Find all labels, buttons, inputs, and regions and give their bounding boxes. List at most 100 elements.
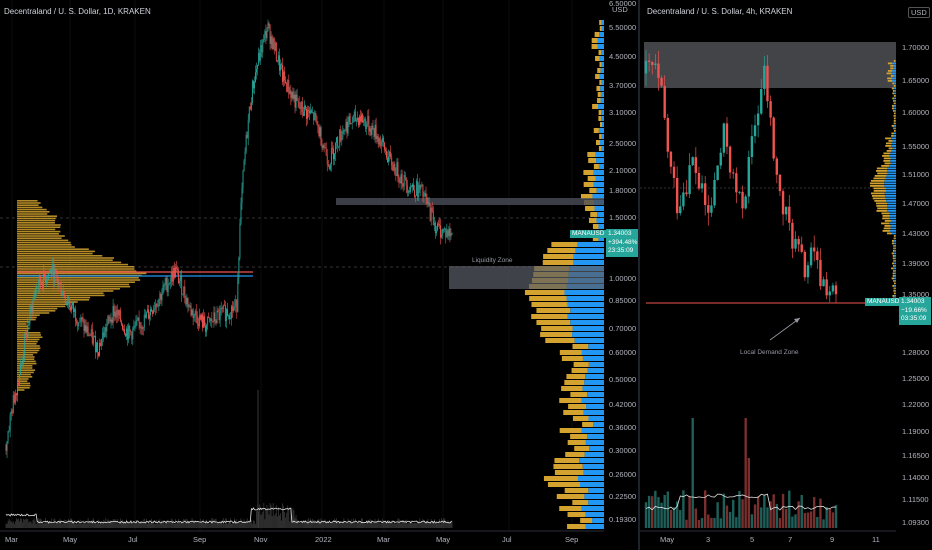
candle-body: [408, 191, 410, 192]
vp-bar: [17, 329, 28, 332]
vp-bar: [891, 135, 894, 137]
vp-bar: [891, 142, 896, 145]
volume-bar: [775, 504, 779, 528]
candle-body: [188, 305, 190, 307]
vp-bar: [17, 380, 28, 382]
candle-body: [129, 325, 131, 332]
vp-bar: [887, 70, 893, 72]
candle-body: [210, 318, 212, 321]
candle-body: [80, 317, 82, 322]
candle-body: [219, 309, 221, 321]
4h-candles: [644, 49, 838, 303]
volume-bar: [675, 501, 679, 528]
candle-body: [281, 64, 282, 66]
volume-bar: [277, 507, 279, 528]
candle-body: [78, 322, 80, 327]
4h-chart-canvas[interactable]: 1.70000 1.65000 1.60000 1.55000 1.51000 1.470…: [640, 0, 932, 550]
volume-bar: [188, 520, 190, 528]
vp-bar: [891, 242, 895, 245]
volume-bar: [11, 522, 13, 528]
volume-bar: [100, 521, 102, 528]
candle-body: [387, 157, 388, 163]
volume-bar: [303, 520, 305, 528]
candle-body: [812, 247, 816, 252]
y-tick-label: 3.10000: [609, 108, 636, 117]
volume-bar: [300, 522, 302, 528]
candle-body: [388, 156, 390, 163]
candle-body: [117, 309, 119, 316]
candle-body: [181, 275, 183, 295]
pane-divider[interactable]: [638, 0, 640, 550]
y-tick-label: 1.00000: [609, 274, 636, 283]
4h-chart-pane[interactable]: 1.70000 1.65000 1.60000 1.55000 1.51000 1.470…: [640, 0, 932, 550]
candle-body: [135, 320, 137, 326]
vp-bar: [886, 150, 892, 152]
daily-chart-canvas[interactable]: 6.50000 5.50000 4.50000 3.70000 3.10000 2.500…: [0, 0, 638, 550]
vp-bar: [17, 230, 61, 233]
vp-bar: [892, 82, 895, 85]
volume-bar: [385, 520, 386, 528]
candle-body: [382, 137, 384, 143]
candle-body: [19, 374, 20, 385]
volume-bar: [72, 519, 73, 528]
candle-body: [151, 309, 152, 312]
volume-bar: [426, 521, 428, 528]
candle-body: [309, 110, 311, 114]
volume-bar: [93, 520, 95, 528]
volume-bar: [245, 521, 247, 528]
candle-body: [318, 126, 320, 137]
currency-badge[interactable]: USD: [908, 7, 930, 18]
vp-bar: [554, 470, 584, 475]
candle-body: [423, 195, 425, 197]
candle-body: [221, 308, 223, 309]
candle-body: [53, 263, 55, 283]
candle-body: [270, 36, 272, 44]
volume-bar: [216, 522, 218, 528]
x-tick-label: 3: [706, 535, 710, 544]
candle-body: [79, 321, 81, 323]
vp-bar: [545, 338, 575, 343]
vp-bar: [529, 296, 567, 301]
volume-bar: [183, 518, 185, 528]
vp-bar: [893, 247, 895, 250]
vp-bar: [570, 308, 604, 313]
vp-bar: [890, 65, 894, 67]
daily-chart-pane[interactable]: 6.50000 5.50000 4.50000 3.70000 3.10000 2.500…: [0, 0, 638, 550]
candle-body: [317, 123, 319, 127]
vp-bar: [876, 205, 888, 207]
vp-bar: [17, 244, 72, 246]
vp-bar: [596, 188, 604, 193]
volume-bar: [329, 522, 331, 528]
volume-bar: [387, 520, 388, 528]
vp-bar: [882, 155, 890, 157]
y-tick-label: 1.60000: [902, 108, 929, 117]
vp-bar: [17, 316, 37, 319]
vp-bar: [570, 392, 588, 397]
volume-bar: [50, 521, 52, 528]
volume-bar: [96, 523, 97, 528]
y-tick-label: 1.35000: [902, 290, 929, 299]
volume-bar: [28, 522, 30, 528]
candle-body: [371, 125, 373, 136]
vp-bar: [894, 237, 896, 240]
candle-body: [404, 175, 406, 178]
volume-bar: [417, 521, 419, 528]
candle-body: [398, 178, 400, 182]
candle-body: [405, 177, 407, 186]
volume-bar: [137, 522, 139, 528]
vp-bar: [893, 280, 895, 282]
volume-bar: [132, 523, 134, 528]
candle-body: [449, 228, 451, 237]
candle-body: [707, 205, 710, 213]
volume-bar: [747, 458, 750, 528]
volume-bar: [190, 520, 192, 528]
y-tick-label: 3.70000: [609, 81, 636, 90]
candle-body: [327, 164, 329, 166]
volume-bar: [105, 518, 107, 528]
vp-bar: [598, 50, 602, 55]
vp-bar: [873, 190, 886, 192]
candle-body: [167, 284, 169, 293]
candle-body: [688, 165, 691, 195]
candle-body: [825, 279, 828, 296]
volume-bar: [200, 519, 201, 528]
